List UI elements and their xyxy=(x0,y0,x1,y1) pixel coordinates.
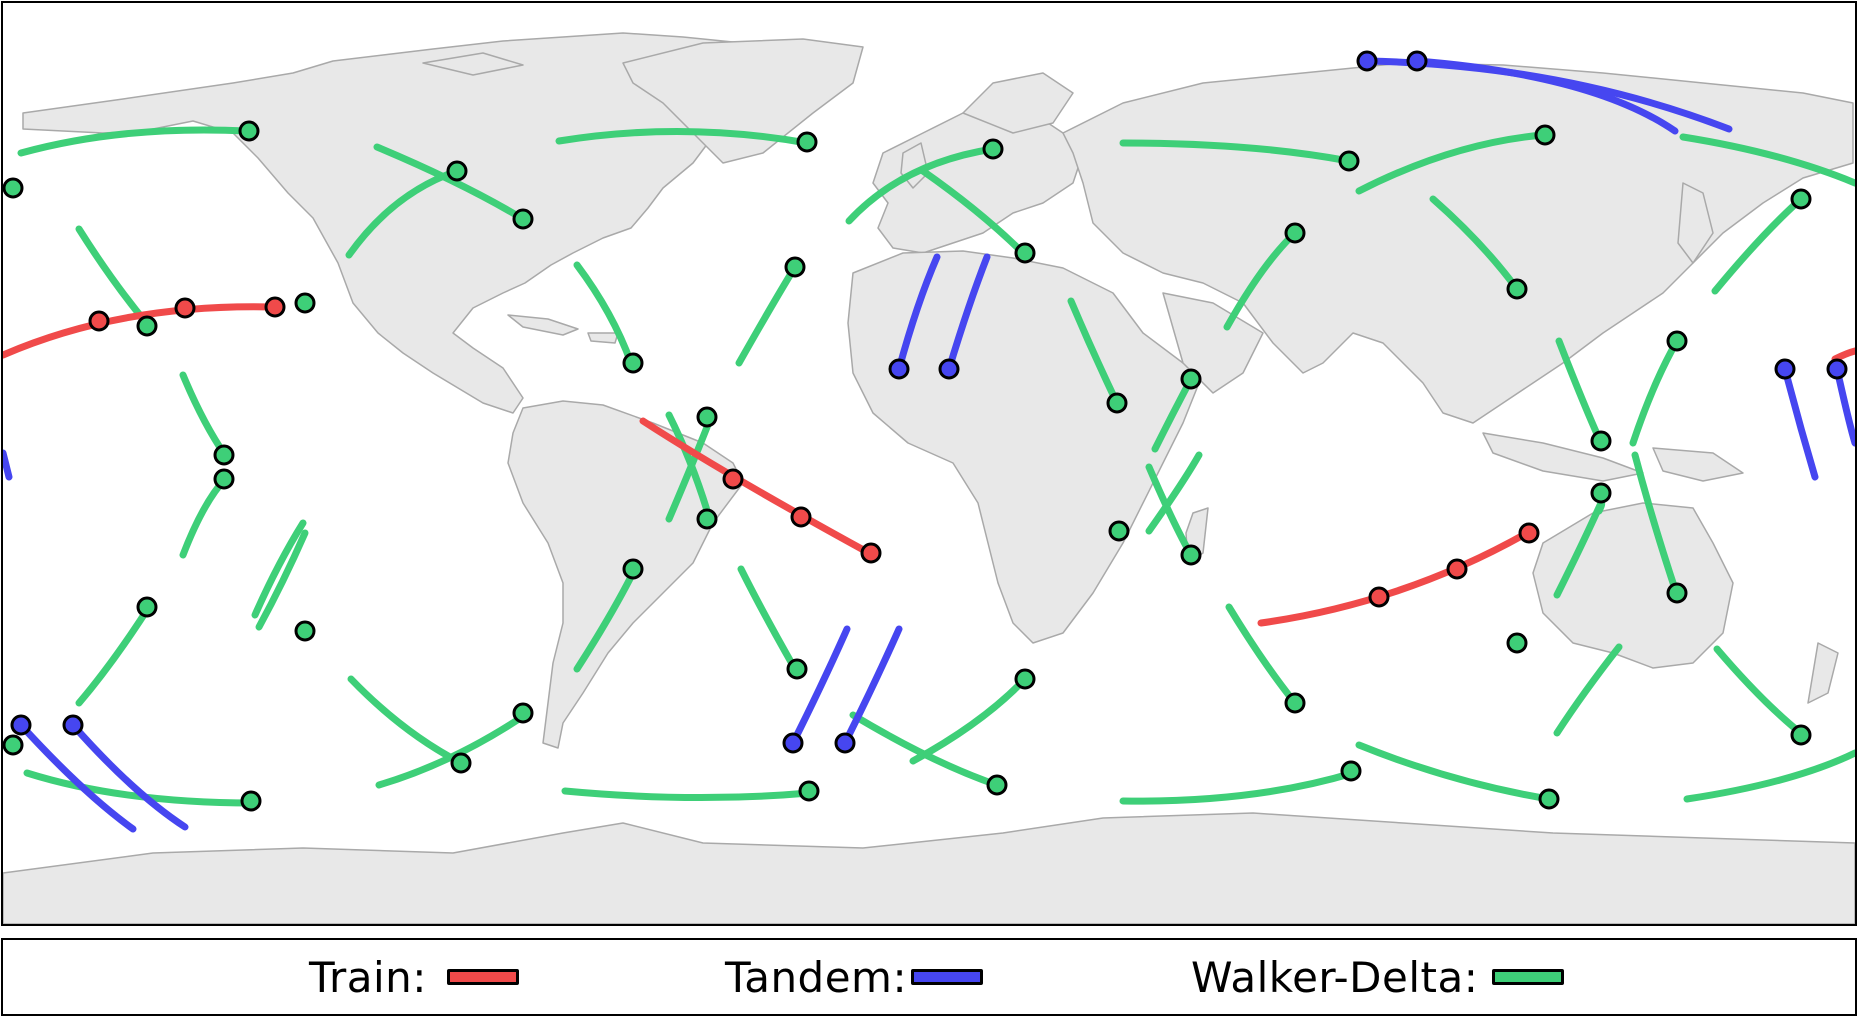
greenland xyxy=(622,38,864,164)
circle-marker-icon xyxy=(62,714,84,736)
legend-item-train: Train: xyxy=(309,940,519,1014)
tandem-satellites xyxy=(10,50,1848,754)
circle-marker-icon xyxy=(1014,242,1036,264)
circle-marker-icon xyxy=(1774,358,1796,380)
circle-marker-icon xyxy=(622,352,644,374)
circle-marker-icon xyxy=(446,160,468,182)
circle-marker-icon xyxy=(1180,544,1202,566)
circle-marker-icon xyxy=(238,120,260,142)
circle-marker-icon xyxy=(796,131,818,153)
cuba xyxy=(507,314,579,336)
circle-marker-icon xyxy=(1106,392,1128,414)
circle-marker-icon xyxy=(1666,582,1688,604)
circle-marker-icon xyxy=(782,732,804,754)
circle-marker-icon xyxy=(88,310,110,332)
circle-marker-icon xyxy=(1590,430,1612,452)
circle-marker-icon xyxy=(1284,222,1306,244)
circle-marker-icon xyxy=(512,702,534,724)
map-frame xyxy=(1,1,1857,926)
circle-marker-icon xyxy=(213,468,235,490)
circle-marker-icon xyxy=(294,620,316,642)
circle-marker-icon xyxy=(1506,278,1528,300)
legend-item-tandem: Tandem: xyxy=(725,940,984,1014)
circle-marker-icon xyxy=(784,256,806,278)
walker-delta-tracks xyxy=(17,126,1855,807)
circle-marker-icon xyxy=(1180,368,1202,390)
legend-swatch-walker-delta xyxy=(1492,969,1565,985)
legend: Train: Tandem: Walker-Delta: xyxy=(1,938,1857,1016)
circle-marker-icon xyxy=(136,596,158,618)
new-guinea xyxy=(1652,447,1744,482)
circle-marker-icon xyxy=(888,358,910,380)
circle-marker-icon xyxy=(1538,788,1560,810)
legend-label-walker-delta: Walker-Delta: xyxy=(1191,952,1479,1002)
circle-marker-icon xyxy=(938,358,960,380)
legend-swatch-tandem xyxy=(911,969,984,985)
circle-marker-icon xyxy=(622,558,644,580)
walker-delta-satellites xyxy=(3,120,1812,812)
legend-label-tandem: Tandem: xyxy=(725,952,908,1002)
legend-label-train: Train: xyxy=(309,952,427,1002)
circle-marker-icon xyxy=(3,734,24,756)
train-satellites xyxy=(88,296,1540,608)
circle-marker-icon xyxy=(798,780,820,802)
circle-marker-icon xyxy=(790,506,812,528)
circle-marker-icon xyxy=(1356,50,1378,72)
world-map xyxy=(3,32,1855,924)
circle-marker-icon xyxy=(1368,586,1390,608)
circle-marker-icon xyxy=(696,508,718,530)
circle-marker-icon xyxy=(722,468,744,490)
circle-marker-icon xyxy=(982,138,1004,160)
antarctica xyxy=(3,812,1855,924)
circle-marker-icon xyxy=(1534,124,1556,146)
circle-marker-icon xyxy=(1666,330,1688,352)
arabia xyxy=(1162,292,1264,394)
new-zealand xyxy=(1807,642,1839,704)
circle-marker-icon xyxy=(264,296,286,318)
legend-swatch-train xyxy=(446,969,519,985)
circle-marker-icon xyxy=(136,315,158,337)
africa xyxy=(847,250,1204,644)
circle-marker-icon xyxy=(1446,558,1468,580)
circle-marker-icon xyxy=(1108,520,1130,542)
circle-marker-icon xyxy=(3,177,24,199)
circle-marker-icon xyxy=(1340,760,1362,782)
circle-marker-icon xyxy=(1826,358,1848,380)
hispaniola xyxy=(587,332,619,344)
japan xyxy=(1677,182,1714,264)
circle-marker-icon xyxy=(1014,668,1036,690)
circle-marker-icon xyxy=(786,658,808,680)
circle-marker-icon xyxy=(450,752,472,774)
circle-marker-icon xyxy=(1790,188,1812,210)
legend-item-walker-delta: Walker-Delta: xyxy=(1191,940,1565,1014)
tandem-tracks xyxy=(3,57,1855,833)
scandinavia xyxy=(962,72,1074,134)
circle-marker-icon xyxy=(294,292,316,314)
circle-marker-icon xyxy=(986,774,1008,796)
circle-marker-icon xyxy=(174,297,196,319)
circle-marker-icon xyxy=(1518,522,1540,544)
circle-marker-icon xyxy=(1506,632,1528,654)
circle-marker-icon xyxy=(1338,150,1360,172)
circle-marker-icon xyxy=(213,444,235,466)
circle-marker-icon xyxy=(1284,692,1306,714)
circle-marker-icon xyxy=(240,790,262,812)
circle-marker-icon xyxy=(512,208,534,230)
indonesia xyxy=(1482,432,1644,482)
arctic-islands xyxy=(422,52,524,76)
circle-marker-icon xyxy=(834,732,856,754)
circle-marker-icon xyxy=(1790,724,1812,746)
circle-marker-icon xyxy=(1406,50,1428,72)
asia xyxy=(1062,62,1854,424)
circle-marker-icon xyxy=(696,406,718,428)
circle-marker-icon xyxy=(10,714,32,736)
circle-marker-icon xyxy=(1590,482,1612,504)
circle-marker-icon xyxy=(860,542,882,564)
